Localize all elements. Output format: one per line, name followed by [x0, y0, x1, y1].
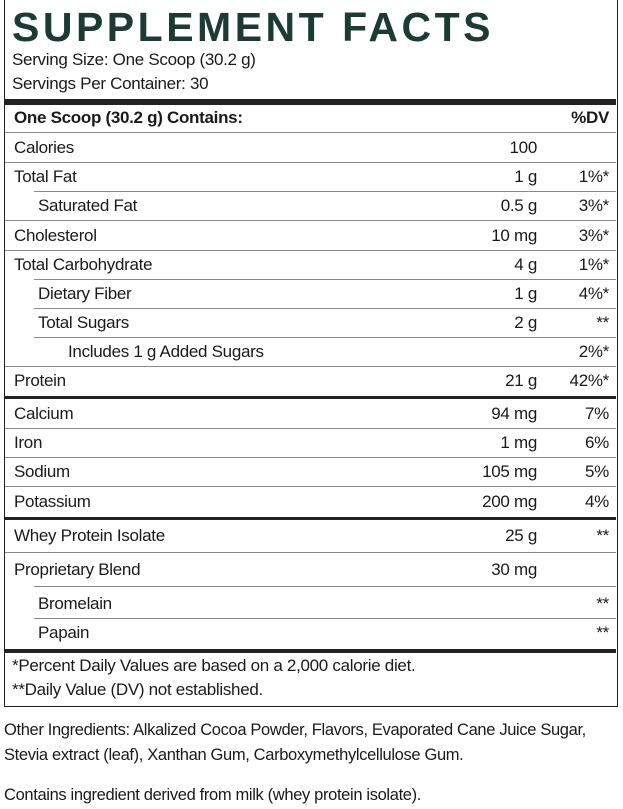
- daily-value: 7%: [585, 404, 609, 423]
- amount: 1 g: [514, 284, 537, 303]
- daily-value: 2%*: [578, 342, 610, 361]
- amount: 200 mg: [482, 492, 537, 511]
- amount: 0.5 g: [500, 196, 538, 215]
- serving-size: Serving Size: One Scoop (30.2 g): [12, 50, 256, 69]
- rule: [5, 250, 616, 251]
- thick-rule: [5, 396, 616, 399]
- nutrient-name: Cholesterol: [14, 226, 97, 245]
- footnote: *Percent Daily Values are based on a 2,0…: [12, 656, 416, 675]
- nutrient-name: Total Carbohydrate: [14, 255, 153, 274]
- rule: [5, 457, 616, 458]
- rule: [5, 428, 616, 429]
- rule: [5, 132, 616, 133]
- amount: 25 g: [505, 526, 537, 545]
- rule: [34, 308, 616, 309]
- thick-rule: [5, 517, 616, 520]
- amount: 10 mg: [491, 226, 537, 245]
- column-header: One Scoop (30.2 g) Contains:: [14, 108, 243, 127]
- nutrient-name: Saturated Fat: [38, 196, 138, 215]
- other-ingredients: Other Ingredients: Alkalized Cocoa Powde…: [4, 721, 586, 764]
- daily-value: 4%*: [578, 284, 610, 303]
- nutrient-name: Papain: [38, 623, 90, 642]
- rule: [5, 162, 616, 163]
- daily-value: **: [596, 623, 609, 642]
- footnote: **Daily Value (DV) not established.: [12, 680, 263, 699]
- daily-value: 3%*: [578, 226, 610, 245]
- nutrient-name: Sodium: [14, 462, 70, 481]
- rule: [5, 486, 616, 487]
- daily-value: 6%: [585, 433, 609, 452]
- rule: [34, 191, 616, 192]
- daily-value: 1%*: [578, 255, 610, 274]
- nutrient-name: Calories: [14, 138, 74, 157]
- amount: 1 mg: [500, 433, 537, 452]
- nutrient-name: Whey Protein Isolate: [14, 526, 165, 545]
- amount: 2 g: [514, 313, 537, 332]
- daily-value: 42%*: [569, 371, 610, 390]
- nutrient-name: Calcium: [14, 404, 74, 423]
- rule: [34, 279, 616, 280]
- daily-value: 5%: [585, 462, 609, 481]
- title: SUPPLEMENT FACTS: [12, 4, 494, 50]
- nutrient-name: Iron: [14, 433, 43, 452]
- rule: [5, 552, 616, 553]
- amount: 21 g: [505, 371, 537, 390]
- rule: [34, 586, 616, 587]
- amount: 94 mg: [491, 404, 537, 423]
- daily-value: 1%*: [578, 167, 610, 186]
- rule: [34, 337, 616, 338]
- daily-value: **: [596, 594, 609, 613]
- rule: [5, 220, 616, 221]
- nutrient-name: Total Sugars: [38, 313, 129, 332]
- amount: 1 g: [514, 167, 537, 186]
- nutrient-name: Dietary Fiber: [38, 284, 132, 303]
- daily-value: **: [596, 313, 609, 332]
- dv-header: %DV: [571, 108, 609, 127]
- thick-rule: [5, 99, 616, 105]
- amount: 105 mg: [482, 462, 537, 481]
- amount: 30 mg: [491, 560, 537, 579]
- thick-rule: [5, 649, 616, 653]
- daily-value: 3%*: [578, 196, 610, 215]
- amount: 100: [509, 138, 538, 157]
- nutrient-name: Protein: [14, 371, 66, 390]
- nutrient-name: Total Fat: [14, 167, 77, 186]
- nutrient-name: Bromelain: [38, 594, 112, 613]
- allergen-note: Contains ingredient derived from milk (w…: [4, 786, 422, 804]
- daily-value: **: [596, 526, 609, 545]
- rule: [5, 366, 616, 367]
- rule: [34, 618, 616, 619]
- facts-box: [4, 0, 618, 707]
- daily-value: 4%: [585, 492, 609, 511]
- nutrient-name: Potassium: [14, 492, 91, 511]
- amount: 4 g: [514, 255, 537, 274]
- servings-per-container: Servings Per Container: 30: [12, 74, 209, 93]
- nutrient-name: Includes 1 g Added Sugars: [68, 342, 264, 361]
- nutrient-name: Proprietary Blend: [14, 560, 141, 579]
